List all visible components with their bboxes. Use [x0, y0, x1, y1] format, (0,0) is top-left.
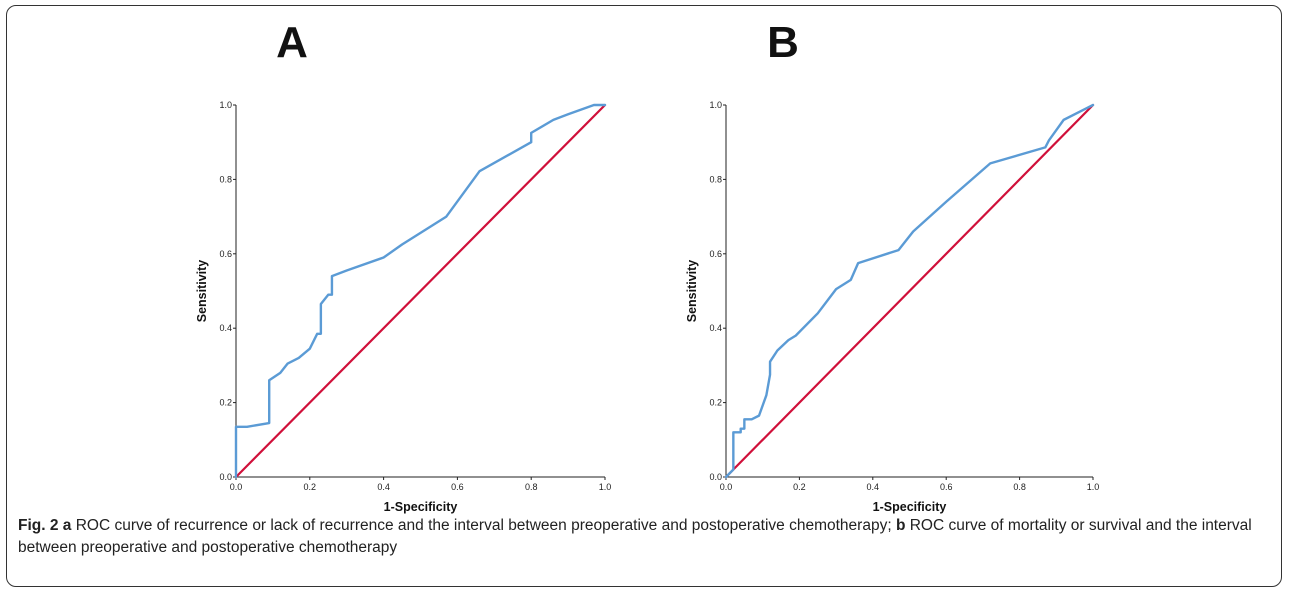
x-tick-label-b-1: 0.2 [793, 482, 806, 492]
caption-b-label: b [895, 517, 906, 534]
x-tick-label-a-5: 1.0 [599, 482, 612, 492]
x-tick-label-b-0: 0.0 [720, 482, 733, 492]
y-tick-label-a-0: 0.0 [219, 472, 232, 482]
x-tick-label-a-0: 0.0 [230, 482, 243, 492]
x-axis-label-b: 1-Specificity [873, 500, 947, 514]
y-tick-label-a-5: 1.0 [219, 100, 232, 110]
x-tick-label-a-2: 0.4 [377, 482, 390, 492]
x-tick-label-b-3: 0.6 [940, 482, 953, 492]
figure-caption: Fig. 2 a ROC curve of recurrence or lack… [18, 515, 1273, 559]
x-tick-label-a-1: 0.2 [304, 482, 317, 492]
caption-a-text: ROC curve of recurrence or lack of recur… [71, 517, 896, 534]
y-tick-label-a-1: 0.2 [219, 398, 232, 408]
x-tick-label-b-4: 0.8 [1013, 482, 1026, 492]
y-tick-label-b-4: 0.8 [709, 174, 722, 184]
caption-b-text: ROC curve of mortality or survival and t… [18, 517, 1252, 556]
panel-letter-b: B [767, 18, 799, 67]
y-tick-label-a-2: 0.4 [219, 323, 232, 333]
x-tick-label-a-4: 0.8 [525, 482, 538, 492]
panel-letter-a: A [276, 18, 308, 67]
y-tick-label-b-3: 0.6 [709, 249, 722, 259]
roc-curve-b [724, 103, 1095, 479]
figure-frame [6, 5, 1282, 587]
roc-panel-b: B 0.0 0.2 0.4 0.6 0.8 1.0 0.0 0.2 0.4 0.6 0.8 1.0 1-S… [685, 18, 1099, 514]
reference-diagonal-a [234, 103, 607, 479]
y-tick-label-b-0: 0.0 [709, 472, 722, 482]
y-axis-label-b: Sensitivity [685, 260, 699, 323]
caption-fig-label: Fig. 2 [18, 517, 59, 534]
roc-curve-a [234, 103, 607, 479]
roc-panel-a: A 0.0 0.2 0.4 0.6 0.8 1.0 0.0 0.2 0.4 0.6 0.8 1.0 1-S… [195, 18, 611, 514]
y-tick-label-b-5: 1.0 [709, 100, 722, 110]
x-tick-label-a-3: 0.6 [451, 482, 464, 492]
x-tick-label-b-2: 0.4 [867, 482, 880, 492]
x-axis-label-a: 1-Specificity [384, 500, 458, 514]
y-tick-label-a-3: 0.6 [219, 249, 232, 259]
y-tick-label-b-1: 0.2 [709, 398, 722, 408]
y-axis-label-a: Sensitivity [195, 260, 209, 323]
y-tick-label-b-2: 0.4 [709, 323, 722, 333]
y-tick-label-a-4: 0.8 [219, 174, 232, 184]
reference-diagonal-b [724, 103, 1095, 479]
caption-a-label: a [62, 517, 72, 534]
x-tick-label-b-5: 1.0 [1087, 482, 1100, 492]
